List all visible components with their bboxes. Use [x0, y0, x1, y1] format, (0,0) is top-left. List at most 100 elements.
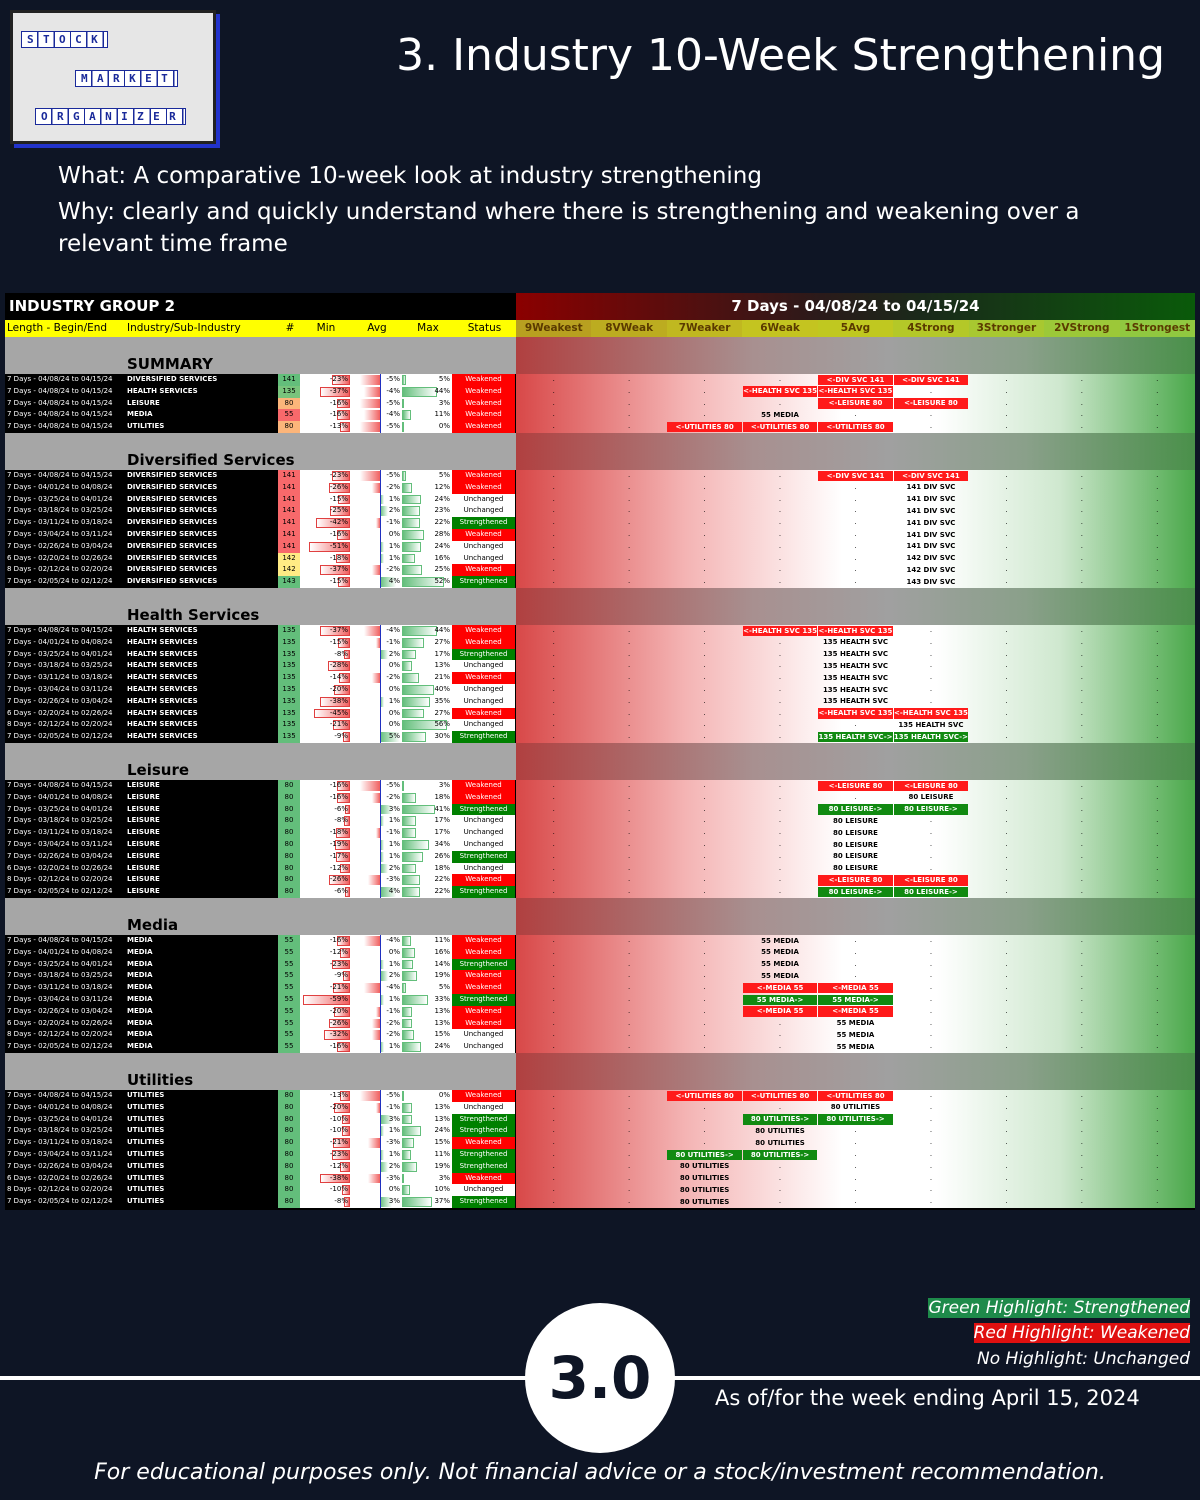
- max-bar: [402, 708, 424, 719]
- industry: UTILITIES: [125, 1113, 278, 1126]
- strength-cell: <-HEALTH SVC 135: [893, 708, 969, 719]
- count: 80: [278, 815, 300, 828]
- status: Unchanged: [452, 660, 515, 673]
- max: 13%: [434, 1018, 450, 1027]
- empty-cell: .: [1005, 1185, 1008, 1194]
- empty-cell: .: [778, 1018, 782, 1027]
- min-bg: [300, 636, 350, 649]
- strength-header: 3Stronger: [968, 320, 1045, 337]
- industry: LEISURE: [125, 874, 278, 887]
- empty-cell: .: [628, 506, 631, 515]
- empty-cell: .: [1005, 541, 1008, 550]
- empty-cell: .: [552, 804, 555, 813]
- strength-cell: 142 DIV SVC: [906, 565, 956, 574]
- avg-bar: [380, 732, 400, 742]
- empty-cell: .: [552, 661, 555, 670]
- min: -12%: [329, 1161, 348, 1170]
- max-bar: [402, 410, 411, 421]
- avg: -3%: [386, 875, 400, 884]
- empty-cell: .: [552, 708, 555, 717]
- count: 135: [278, 707, 300, 720]
- column-header-bg: [5, 320, 516, 337]
- max-bg: [402, 707, 452, 720]
- strength-row-bg: [516, 1160, 1195, 1173]
- max: 13%: [434, 661, 450, 670]
- avg-bar: [380, 1114, 392, 1125]
- section-header-strength: [516, 588, 1195, 625]
- industry: LEISURE: [125, 862, 278, 875]
- avg: 3%: [388, 1114, 400, 1123]
- strength-row-bg: [516, 576, 1195, 588]
- avg: 0%: [388, 947, 400, 956]
- empty-cell: .: [552, 1102, 555, 1111]
- empty-cell: .: [552, 792, 555, 801]
- avg-axis: [380, 886, 381, 898]
- empty-cell: .: [1156, 375, 1159, 383]
- empty-cell: .: [1005, 565, 1008, 574]
- min-bar: [337, 530, 350, 540]
- max: 11%: [434, 1150, 450, 1158]
- max-bar: [402, 1006, 413, 1017]
- count: 141: [278, 470, 300, 482]
- empty-cell: .: [1080, 816, 1083, 825]
- industry: MEDIA: [125, 1017, 278, 1030]
- status: Strengthened: [452, 1113, 515, 1126]
- max-bar: [402, 577, 444, 587]
- empty-cell: .: [1005, 1102, 1008, 1111]
- length: 7 Days - 04/08/24 to 04/15/24: [5, 409, 125, 422]
- avg-axis: [380, 803, 381, 816]
- avg-bar: [380, 851, 384, 862]
- industry: UTILITIES: [125, 1125, 278, 1138]
- max-bg: [402, 552, 452, 565]
- empty-cell: .: [1156, 995, 1159, 1003]
- length: 7 Days - 04/08/24 to 04/15/24: [5, 780, 125, 792]
- max-bg: [402, 517, 452, 529]
- length: 6 Days - 02/20/24 to 02/26/24: [5, 1017, 125, 1030]
- max-bar: [402, 422, 404, 432]
- empty-cell: .: [552, 983, 555, 992]
- empty-cell: .: [1080, 471, 1083, 479]
- empty-cell: .: [703, 530, 706, 538]
- length: 8 Days - 02/12/24 to 02/20/24: [5, 1029, 125, 1042]
- empty-cell: .: [552, 518, 555, 527]
- avg-bg: [350, 552, 402, 565]
- length: 7 Days - 03/25/24 to 04/01/24: [5, 493, 125, 506]
- empty-cell: .: [1156, 1042, 1159, 1051]
- avg-bg: [350, 1125, 402, 1138]
- min-bar: [342, 732, 350, 742]
- empty-cell: .: [1005, 398, 1008, 407]
- strength-cell: 141 DIV SVC: [906, 495, 956, 504]
- strength-row-bg: [516, 695, 1195, 708]
- industry: LEISURE: [125, 815, 278, 828]
- empty-cell: .: [1080, 875, 1083, 884]
- max-bar: [402, 482, 412, 493]
- industry: MEDIA: [125, 935, 278, 947]
- max-bar: [402, 565, 422, 576]
- max-bar: [402, 398, 405, 409]
- max: 10%: [434, 1185, 450, 1194]
- max-bar: [402, 696, 430, 707]
- empty-cell: .: [1080, 792, 1083, 801]
- strength-cell: 80 LEISURE: [833, 828, 878, 837]
- strength-cell: 80 LEISURE: [833, 864, 878, 873]
- strength-row-bg: [516, 552, 1195, 565]
- avg-bg: [350, 493, 402, 506]
- min: -25%: [329, 506, 348, 515]
- strength-header: 5Avg: [817, 320, 894, 337]
- empty-cell: .: [552, 626, 555, 634]
- avg-bg: [350, 731, 402, 743]
- avg-bar: [380, 541, 384, 552]
- industry: UTILITIES: [125, 1196, 278, 1208]
- length: 7 Days - 04/01/24 to 04/08/24: [5, 481, 125, 494]
- empty-cell: .: [778, 661, 782, 670]
- min-bar: [329, 482, 350, 493]
- empty-cell: .: [1005, 1197, 1008, 1206]
- empty-cell: .: [1156, 696, 1159, 705]
- min-bar: [333, 983, 350, 993]
- empty-cell: .: [628, 840, 631, 848]
- empty-cell: .: [929, 1102, 933, 1111]
- length: 7 Days - 03/04/24 to 03/11/24: [5, 994, 125, 1006]
- empty-cell: .: [552, 386, 555, 395]
- avg-axis: [380, 839, 381, 851]
